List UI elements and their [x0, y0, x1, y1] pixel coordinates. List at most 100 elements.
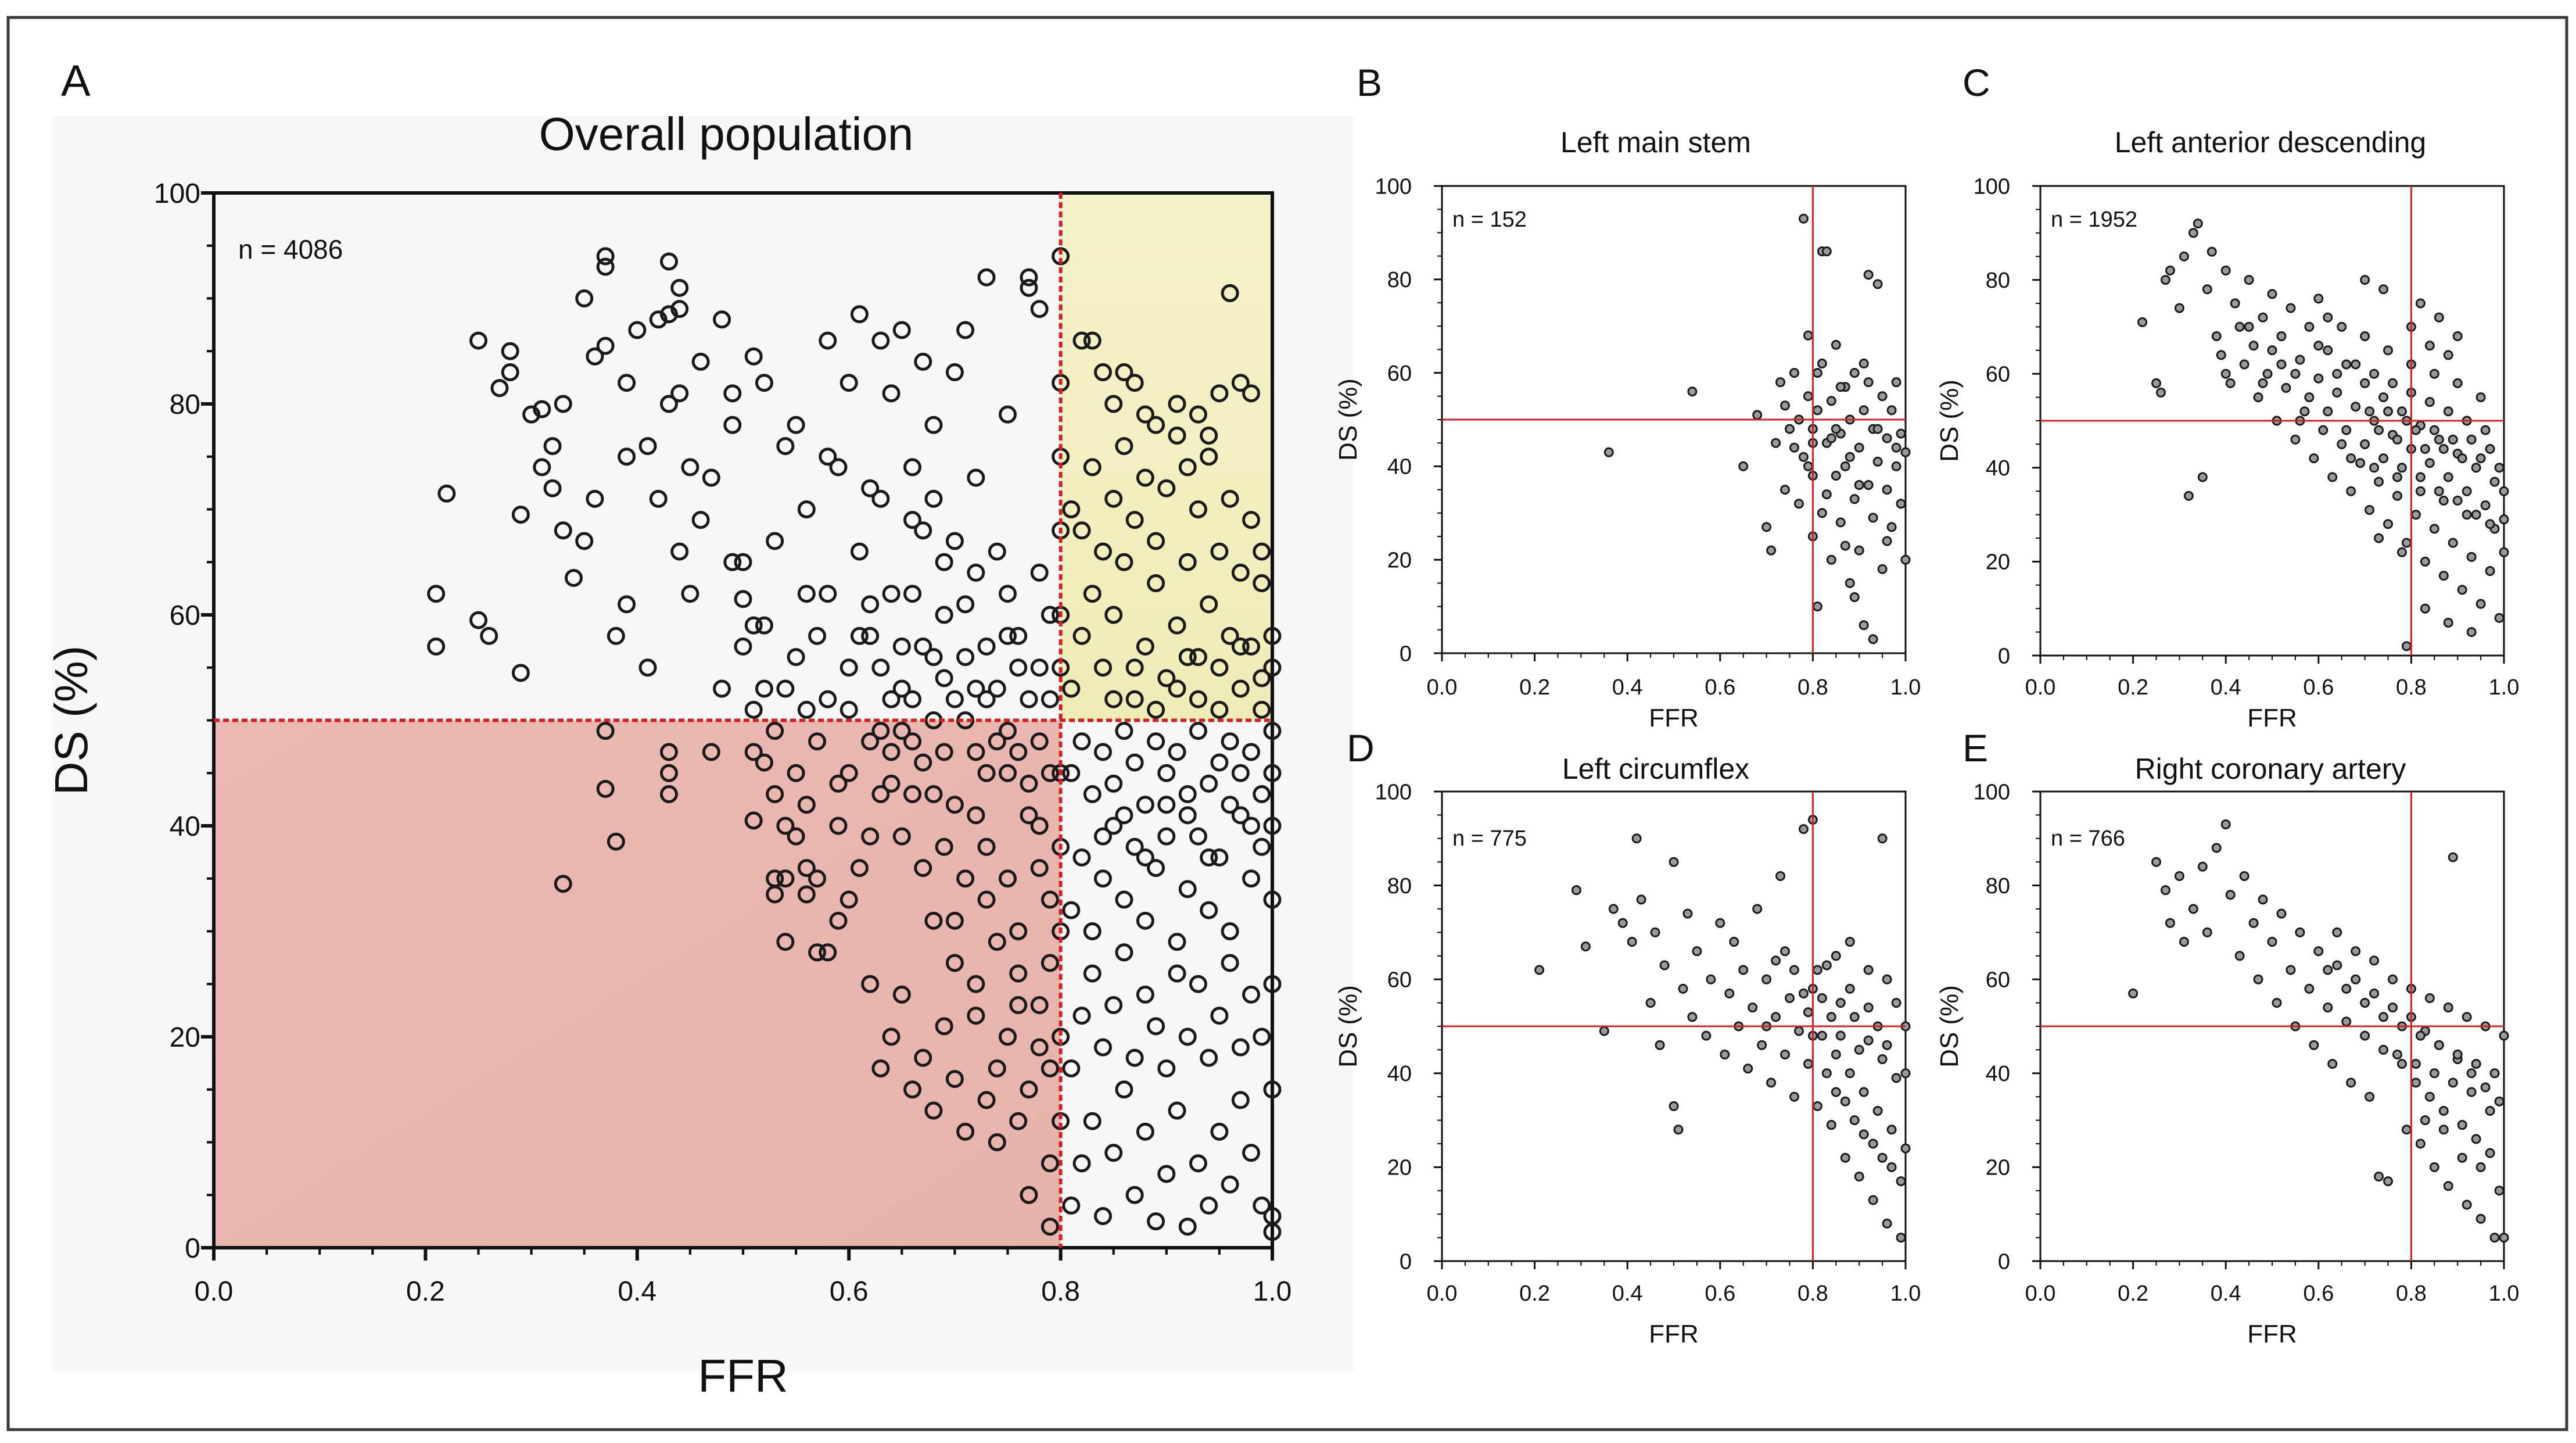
panel-a-data-point: [659, 252, 678, 271]
panel-a-data-point: [861, 975, 880, 993]
panel-a-data-point: [1072, 331, 1091, 350]
panel-c-data-point: [2207, 246, 2217, 257]
panel-a-data-point: [1104, 774, 1123, 793]
panel-b-y-tick-label: 20: [1387, 549, 1412, 573]
panel-c-data-point: [2337, 439, 2347, 449]
panel-a-data-point: [670, 384, 689, 403]
panel-a-data-point: [1221, 796, 1239, 814]
panel-a-data-point: [819, 331, 837, 350]
panel-a-data-point: [596, 779, 615, 798]
panel-d-x-tick-label: 0.4: [1612, 1281, 1643, 1306]
panel-c-data-point: [2383, 406, 2393, 417]
panel-d-data-point: [1812, 1101, 1822, 1111]
panel-a-data-point: [871, 331, 890, 350]
panel-c-data-point: [2383, 519, 2393, 529]
panel-e-data-point: [2360, 1030, 2370, 1041]
panel-d-data-point: [1645, 998, 1656, 1008]
panel-e-data-point: [2387, 1002, 2398, 1013]
panel-a-data-point: [1210, 384, 1229, 403]
panel-b-data-point: [1891, 377, 1901, 388]
panel-a-data-point: [755, 679, 773, 698]
panel-c-data-point: [2267, 289, 2277, 299]
panel-a-data-point: [1210, 1122, 1229, 1141]
panel-b-data-point: [1872, 424, 1883, 434]
panel-d-data-point: [1863, 1035, 1874, 1045]
panel-a-data-point: [787, 416, 805, 434]
panel-a-data-point: [1253, 542, 1271, 561]
panel-a-data-point: [850, 859, 869, 878]
panel-e-data-point: [2160, 885, 2170, 896]
panel-a-data-point: [1104, 606, 1123, 624]
panel-e-data-point: [2220, 819, 2231, 830]
panel-a-data-point: [1030, 1038, 1049, 1057]
panel-e-data-point: [2332, 927, 2342, 937]
panel-d-data-point: [1849, 1115, 1860, 1126]
panel-a-data-point: [1115, 806, 1133, 825]
panel-a-data-point: [1200, 1196, 1218, 1215]
panel-c-data-point: [2313, 341, 2324, 351]
panel-a-data-point: [1210, 848, 1229, 866]
panel-c-data-point: [2410, 425, 2421, 435]
panel-e-data-point: [2351, 974, 2361, 984]
panel-a-data-point: [554, 521, 572, 540]
panel-a-data-point: [1062, 1059, 1081, 1077]
panel-e-data-point: [2494, 1186, 2505, 1196]
panel-c-data-point: [2457, 585, 2467, 595]
panel-d-y-tick-label: 60: [1387, 968, 1412, 993]
panel-d-data-point: [1882, 1040, 1892, 1050]
panel-e-data-point: [2258, 894, 2268, 905]
panel-a-data-point: [670, 300, 689, 318]
panel-a-data-point: [871, 722, 890, 740]
panel-c-data-point: [2360, 439, 2370, 449]
panel-e-data-point: [2424, 1091, 2435, 1102]
panel-a-data-point: [924, 1101, 943, 1120]
panel-c-data-point: [2313, 373, 2324, 384]
panel-a-data-point: [1178, 553, 1197, 571]
panel-b-x-tick-label: 0.6: [1705, 675, 1735, 700]
panel-a-data-point: [903, 458, 922, 477]
panel-a-data-point: [702, 468, 720, 487]
panel-d-data-point: [1821, 1068, 1832, 1079]
panel-a-data-point: [501, 342, 519, 360]
panel-a-data-point: [829, 774, 848, 793]
panel-d-data-point: [1580, 941, 1591, 952]
panel-b-data-point: [1789, 442, 1799, 453]
panel-c-x-tick-label: 0.4: [2211, 675, 2241, 700]
panel-e-data-point: [2174, 871, 2184, 881]
panel-c-data-point: [2462, 510, 2472, 520]
panel-a-data-point: [744, 811, 763, 830]
panel-a-data-point: [1242, 817, 1261, 835]
panel-d-x-tick-label: 0.6: [1705, 1281, 1735, 1306]
panel-b-data-point: [1785, 424, 1795, 434]
panel-c-data-point: [2290, 434, 2301, 445]
panel-c-data-point: [2332, 388, 2342, 398]
panel-b-data-point: [1687, 386, 1698, 397]
panel-a-data-point: [1253, 837, 1271, 856]
panel-a-data-point: [713, 679, 731, 698]
panel-a-data-point: [1231, 637, 1250, 656]
panel-c-data-point: [2374, 477, 2384, 487]
panel-a-data-point: [1168, 1101, 1186, 1120]
panel-d-data-point: [1682, 908, 1693, 919]
panel-d-data-point: [1650, 927, 1660, 937]
panel-e-data-point: [2239, 871, 2249, 881]
panel-c-data-point: [2220, 265, 2231, 275]
panel-c-data-point: [2429, 368, 2439, 379]
panel-d-data-point: [1835, 1030, 1846, 1041]
panel-a-data-point: [977, 890, 996, 909]
panel-a-data-point: [1242, 985, 1261, 1004]
panel-a-data-point: [1178, 806, 1197, 825]
panel-b-data-point: [1891, 461, 1901, 471]
panel-a-data-point: [914, 859, 932, 878]
panel-d-data-point: [1891, 998, 1901, 1008]
panel-e-data-point: [2323, 1002, 2333, 1013]
panel-c-data-point: [2323, 345, 2333, 356]
panel-b-y-tick-label: 40: [1387, 455, 1412, 479]
panel-a-data-point: [766, 722, 784, 740]
panel-c-data-point: [2355, 458, 2366, 468]
panel-e-data-point: [2443, 1181, 2453, 1191]
panel-c-data-point: [2424, 458, 2435, 468]
panel-a-data-point: [1157, 827, 1176, 846]
panel-a-data-point: [670, 278, 689, 297]
panel-a-data-point: [787, 764, 805, 782]
